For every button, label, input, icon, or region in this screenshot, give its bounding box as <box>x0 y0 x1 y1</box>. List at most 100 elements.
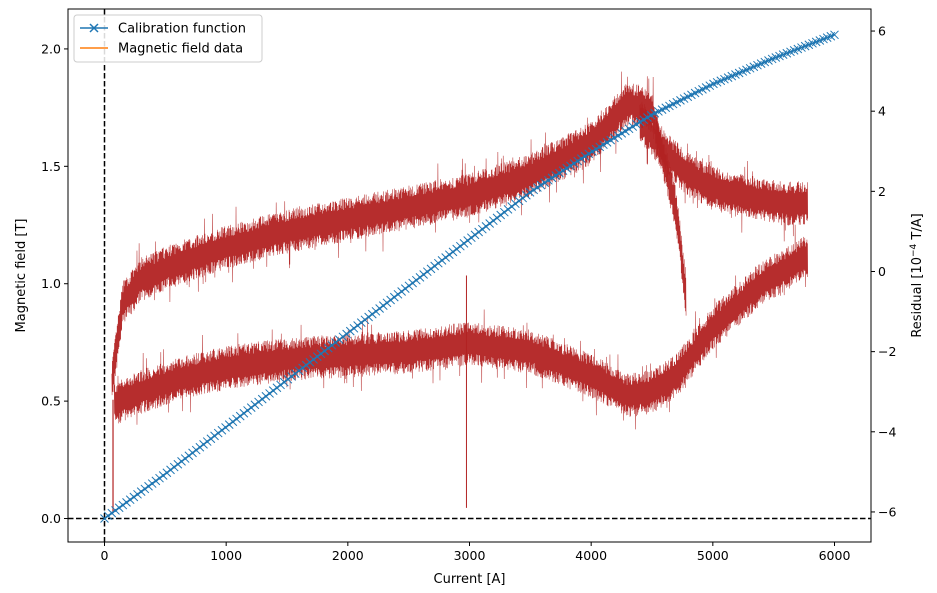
calibration-marker <box>522 190 531 200</box>
calibration-marker <box>166 465 175 475</box>
calibration-marker <box>569 159 579 168</box>
calibration-marker <box>301 360 311 370</box>
legend-marker-calibration-function <box>89 23 99 33</box>
x-axis-label: Current [A] <box>434 572 506 587</box>
calibration-marker <box>246 403 256 412</box>
y-tick-label: 2.0 <box>41 41 61 56</box>
calibration-marker <box>228 417 238 427</box>
calibration-marker <box>430 261 440 271</box>
calibration-marker <box>305 357 315 367</box>
calibration-marker <box>573 156 583 166</box>
calibration-marker <box>397 287 406 296</box>
calibration-marker <box>382 298 392 308</box>
calibration-marker <box>239 408 249 418</box>
calibration-marker <box>511 199 520 209</box>
calibration-marker <box>356 318 366 327</box>
calibration-marker <box>283 374 293 384</box>
calibration-marker <box>562 163 572 173</box>
calibration-marker <box>371 306 381 316</box>
calibration-marker <box>455 241 465 251</box>
calibration-marker <box>360 315 370 325</box>
x-tick-label: 4000 <box>575 548 607 563</box>
calibration-marker <box>276 380 285 390</box>
calibration-marker <box>353 321 362 330</box>
residual-data-layer <box>111 71 809 512</box>
calibration-marker <box>298 363 307 373</box>
calibration-marker <box>389 292 399 302</box>
calibration-marker <box>265 389 274 398</box>
calibration-marker <box>257 394 267 404</box>
calibration-marker <box>316 349 326 359</box>
calibration-marker <box>580 151 590 161</box>
calibration-marker <box>345 326 355 336</box>
y-axis-right: −6 −4 −2 0 2 4 6 <box>871 24 896 519</box>
calibration-marker <box>144 481 153 491</box>
calibration-marker <box>155 473 164 483</box>
calibration-marker <box>173 459 183 469</box>
calibration-marker <box>327 340 337 350</box>
series-layer <box>100 30 839 523</box>
y-right-tick-label: 2 <box>878 184 886 199</box>
calibration-marker <box>111 506 120 515</box>
calibration-marker <box>558 166 568 176</box>
calibration-marker <box>415 272 425 282</box>
calibration-marker <box>136 487 146 496</box>
calibration-marker <box>536 180 546 190</box>
calibration-marker <box>378 301 388 311</box>
calibration-marker <box>140 484 150 494</box>
calibration-marker <box>184 451 194 461</box>
calibration-marker <box>254 397 263 407</box>
residual-lower-branch <box>113 224 809 430</box>
calibration-marker <box>470 230 480 240</box>
calibration-marker <box>232 414 241 424</box>
calibration-marker <box>566 161 575 171</box>
y-axis-label-right-prefix: Residual [10 <box>910 257 925 338</box>
calibration-marker <box>448 247 458 257</box>
calibration-marker <box>481 222 491 231</box>
calibration-marker <box>499 207 509 217</box>
y-axis-label-right: Residual [10−4 T/A] <box>909 213 925 337</box>
calibration-marker <box>466 233 476 243</box>
calibration-marker <box>250 400 260 410</box>
calibration-marker <box>386 295 395 305</box>
y-right-tick-label: 4 <box>878 104 886 119</box>
calibration-marker <box>147 479 157 488</box>
calibration-marker <box>309 355 318 364</box>
x-tick-label: 2000 <box>332 548 364 563</box>
calibration-marker <box>279 377 289 387</box>
calibration-marker <box>342 329 351 339</box>
plot-area <box>68 9 871 542</box>
calibration-marker <box>411 275 421 285</box>
calibration-marker <box>162 468 172 478</box>
calibration-marker <box>426 264 436 274</box>
calibration-marker <box>452 244 462 254</box>
calibration-marker <box>540 178 550 188</box>
calibration-marker <box>107 508 117 518</box>
calibration-marker <box>830 30 839 40</box>
calibration-marker <box>444 250 454 260</box>
calibration-marker <box>474 227 484 237</box>
calibration-marker <box>114 503 124 513</box>
calibration-marker <box>441 253 451 262</box>
calibration-marker <box>393 289 403 299</box>
calibration-marker <box>518 193 528 203</box>
calibration-marker <box>268 386 278 395</box>
calibration-marker <box>422 267 432 277</box>
calibration-markers <box>100 30 839 523</box>
calibration-marker <box>213 428 223 438</box>
calibration-marker <box>547 173 557 183</box>
calibration-marker <box>514 196 524 206</box>
legend: Calibration function Magnetic field data <box>73 14 263 63</box>
calibration-marker <box>206 434 216 444</box>
calibration-marker <box>492 213 502 223</box>
calibration-marker <box>217 425 227 435</box>
calibration-marker <box>125 495 135 505</box>
calibration-marker <box>375 304 384 313</box>
calibration-marker <box>272 383 282 393</box>
calibration-marker <box>496 210 506 220</box>
calibration-marker <box>261 391 271 401</box>
calibration-marker <box>169 462 179 472</box>
calibration-marker <box>118 500 128 510</box>
